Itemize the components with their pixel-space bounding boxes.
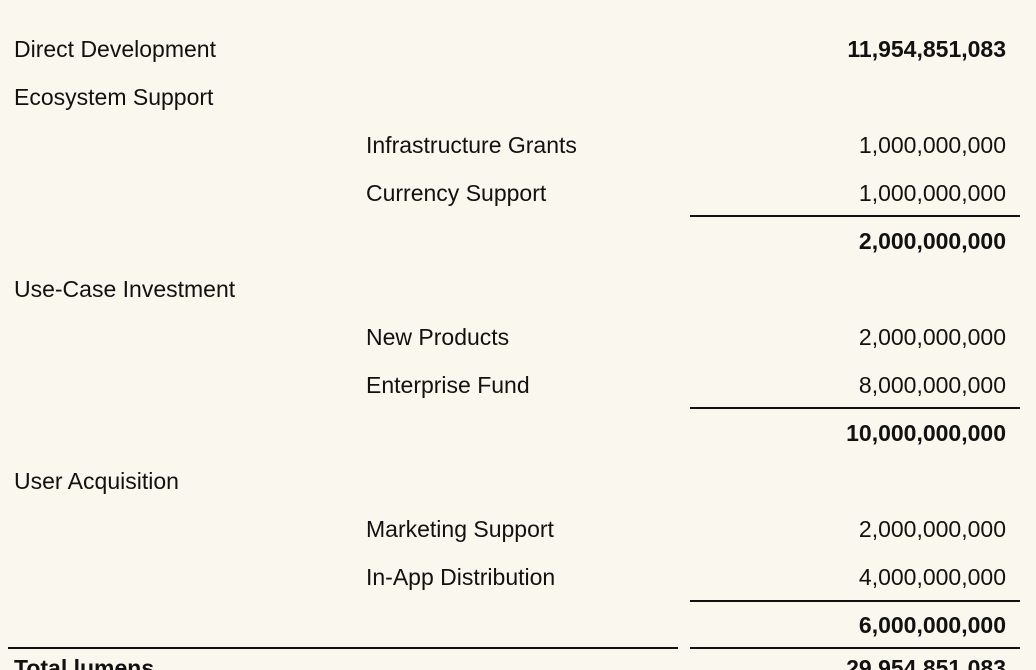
rule (690, 215, 1020, 217)
total-label: Total lumens (14, 656, 155, 670)
row-value: 6,000,000,000 (858, 612, 1006, 638)
row-item: Infrastructure Grants (366, 132, 577, 158)
row-value: 4,000,000,000 (858, 564, 1006, 590)
row-value: 8,000,000,000 (858, 372, 1006, 398)
row-label: Ecosystem Support (14, 84, 214, 110)
total-row: Total lumens (14, 656, 314, 670)
row-label: Use-Case Investment (14, 276, 236, 302)
row-item: Enterprise Fund (366, 372, 530, 398)
total-row: 29,954,851,083 (706, 656, 1006, 670)
row-label: Direct Development (14, 36, 216, 62)
row-label: User Acquisition (14, 468, 179, 494)
rule (690, 407, 1020, 409)
row-value: 2,000,000,000 (858, 324, 1006, 350)
row-value: 2,000,000,000 (858, 228, 1006, 254)
row-item: Marketing Support (366, 516, 554, 542)
row-value: 1,000,000,000 (858, 180, 1006, 206)
row-item: In-App Distribution (366, 564, 556, 590)
row-item: New Products (366, 324, 510, 350)
row-value: 2,000,000,000 (858, 516, 1006, 542)
rule (690, 600, 1020, 602)
total-value: 29,954,851,083 (846, 656, 1006, 670)
row-item: Currency Support (366, 180, 547, 206)
row-value: 10,000,000,000 (846, 420, 1006, 446)
row-value: 11,954,851,083 (847, 36, 1006, 62)
rule (8, 647, 678, 649)
row-value: 1,000,000,000 (858, 132, 1006, 158)
rule (690, 647, 1020, 649)
